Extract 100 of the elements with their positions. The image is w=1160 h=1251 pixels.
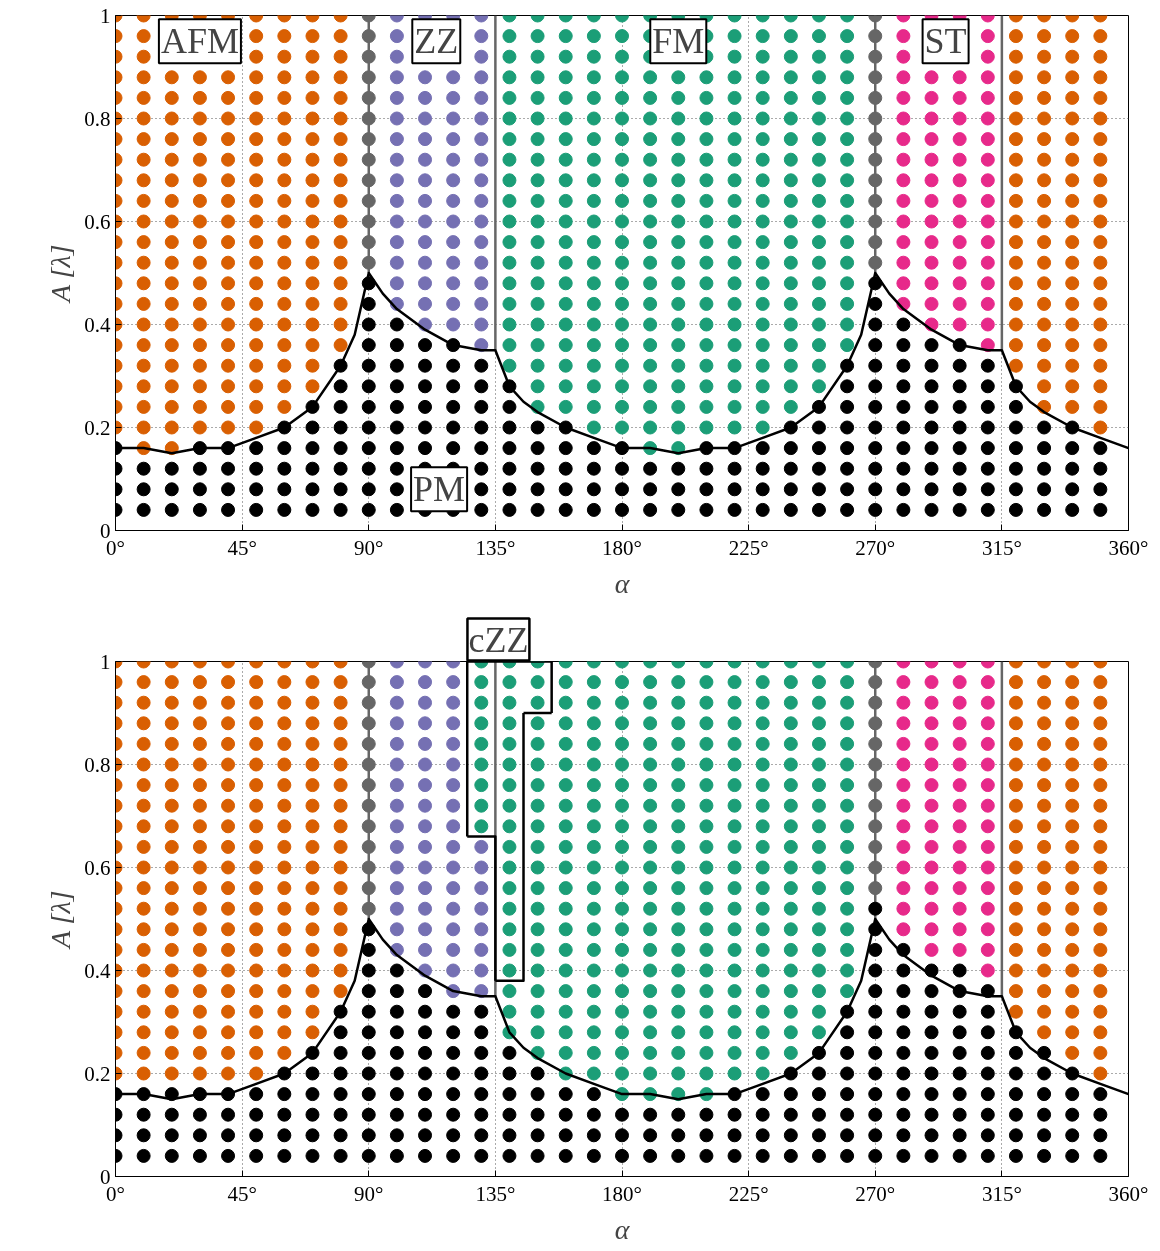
point <box>474 235 489 250</box>
point <box>896 29 911 44</box>
point <box>896 90 911 105</box>
point <box>446 901 461 916</box>
y-tick-label: 0.8 <box>84 106 111 131</box>
point <box>980 922 995 937</box>
point <box>980 152 995 167</box>
point <box>952 296 967 311</box>
point <box>418 675 433 690</box>
point <box>389 152 404 167</box>
point <box>952 881 967 896</box>
point <box>389 49 404 64</box>
point <box>474 90 489 105</box>
point <box>896 839 911 854</box>
point <box>868 132 883 147</box>
point <box>361 173 376 188</box>
point <box>446 173 461 188</box>
point <box>980 942 995 957</box>
point <box>868 716 883 731</box>
point <box>446 111 461 126</box>
point <box>389 798 404 813</box>
point <box>980 296 995 311</box>
annotation: ST <box>924 21 967 62</box>
x-tick-label: 360° <box>1108 535 1149 560</box>
point <box>446 695 461 710</box>
point <box>361 778 376 793</box>
x-tick-label: 360° <box>1108 1181 1149 1206</box>
point <box>924 132 939 147</box>
point <box>952 317 967 332</box>
point <box>361 90 376 105</box>
point <box>980 317 995 332</box>
point <box>361 860 376 875</box>
point <box>361 757 376 772</box>
point <box>418 819 433 834</box>
point <box>446 881 461 896</box>
point <box>446 90 461 105</box>
point <box>896 675 911 690</box>
x-tick-label: 270° <box>855 1181 896 1206</box>
point <box>418 942 433 957</box>
point <box>924 296 939 311</box>
point <box>418 736 433 751</box>
point <box>980 881 995 896</box>
point <box>361 214 376 229</box>
point <box>980 255 995 270</box>
point <box>868 152 883 167</box>
point <box>924 881 939 896</box>
x-tick-label: 180° <box>602 535 642 560</box>
point <box>896 235 911 250</box>
point <box>446 317 461 332</box>
point <box>418 111 433 126</box>
point <box>952 695 967 710</box>
point <box>418 70 433 85</box>
x-tick-label: 90° <box>354 1181 384 1206</box>
x-tick-label: 180° <box>602 1181 642 1206</box>
point <box>952 942 967 957</box>
point <box>980 819 995 834</box>
point <box>896 70 911 85</box>
annotation: ZZ <box>414 21 459 62</box>
point <box>361 111 376 126</box>
point <box>446 152 461 167</box>
point <box>980 111 995 126</box>
point <box>896 132 911 147</box>
y-axis-title: A [λ] <box>45 244 77 305</box>
point <box>446 214 461 229</box>
point <box>446 798 461 813</box>
point <box>446 778 461 793</box>
point <box>924 778 939 793</box>
point <box>980 839 995 854</box>
point <box>980 214 995 229</box>
point <box>474 296 489 311</box>
point <box>924 860 939 875</box>
point <box>896 255 911 270</box>
point <box>418 881 433 896</box>
point <box>389 235 404 250</box>
point <box>446 942 461 957</box>
point <box>389 757 404 772</box>
annotation: PM <box>413 469 466 510</box>
point <box>924 757 939 772</box>
y-tick-label: 0.2 <box>84 1061 111 1086</box>
x-tick-label: 315° <box>981 1181 1022 1206</box>
point <box>924 214 939 229</box>
point <box>868 675 883 690</box>
point <box>896 193 911 208</box>
point <box>418 901 433 916</box>
point <box>361 736 376 751</box>
point <box>868 173 883 188</box>
point <box>952 193 967 208</box>
point <box>952 152 967 167</box>
point <box>361 132 376 147</box>
point <box>868 255 883 270</box>
point <box>868 235 883 250</box>
x-axis-title: α <box>614 1213 631 1245</box>
point <box>924 819 939 834</box>
point <box>868 778 883 793</box>
point <box>474 111 489 126</box>
point <box>896 778 911 793</box>
point <box>868 798 883 813</box>
point <box>389 214 404 229</box>
point <box>952 235 967 250</box>
point <box>389 111 404 126</box>
